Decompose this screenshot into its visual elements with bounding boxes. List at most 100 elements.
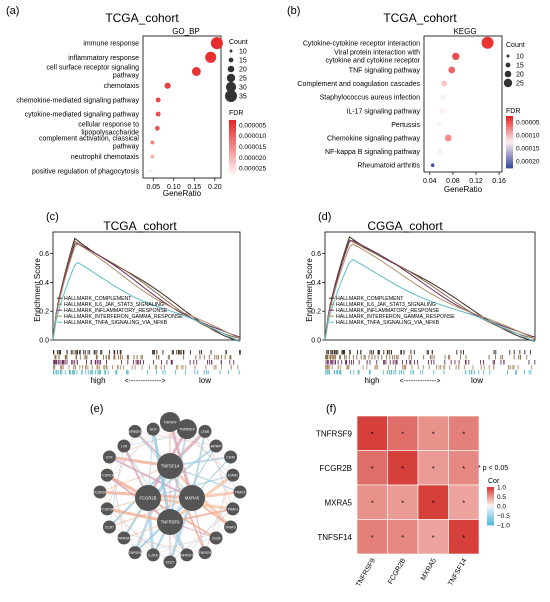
- barcode-hit: [117, 350, 118, 355]
- barcode-hit: [401, 370, 403, 375]
- barcode-hit: [113, 350, 115, 355]
- barcode-hit: [53, 365, 55, 370]
- panel-b: (b) TCGA_cohort KEGG Cytokine-cytokine r…: [287, 5, 540, 194]
- barcode-hit: [59, 350, 61, 355]
- term-label: Rheumatoid arthritis: [357, 163, 420, 170]
- cor-gradient-step: [487, 523, 494, 526]
- barcode-hit: [83, 350, 85, 355]
- count-legend-label: 15: [516, 63, 524, 70]
- network-edge: [109, 428, 187, 458]
- fdr-tick-label: 0.000005: [239, 122, 266, 129]
- barcode-hit: [195, 355, 197, 360]
- barcode-hit: [90, 360, 92, 365]
- network-node: [209, 439, 223, 453]
- fdr-tick-label: 0.000015: [239, 144, 266, 151]
- network-edge: [204, 431, 234, 509]
- barcode-hit: [127, 370, 129, 375]
- term-label: inflammatory response: [68, 55, 139, 62]
- barcode-hit: [433, 355, 435, 360]
- barcode-hit: [443, 370, 445, 375]
- es-curve: [324, 243, 536, 341]
- barcode-hit: [480, 360, 482, 365]
- significance-star: *: [401, 466, 404, 473]
- fdr-gradient-step: [229, 147, 236, 151]
- network-node-label: CD27: [166, 561, 175, 565]
- fdr-gradient-step: [229, 152, 236, 156]
- barcode-hit: [115, 370, 117, 375]
- barcode-hit: [368, 355, 370, 360]
- barcode-hit: [97, 370, 99, 375]
- fdr-gradient-step: [506, 129, 513, 132]
- barcode-hit: [338, 370, 340, 375]
- network-node-label: FCGR2A: [93, 491, 107, 495]
- barcode-hit: [417, 360, 418, 365]
- network-hub-node: [157, 509, 183, 535]
- barcode-hit: [85, 370, 87, 375]
- barcode-hit: [87, 370, 89, 375]
- barcode-hit: [56, 360, 58, 365]
- panel-c-arrow: <-------------->: [125, 378, 166, 385]
- barcode-hit: [495, 355, 497, 360]
- barcode-hit: [53, 360, 55, 365]
- panel-f-letter: (f): [326, 403, 336, 415]
- y-tick-label: 0.2: [39, 309, 49, 316]
- network-node-label: TNFSF8: [129, 551, 142, 555]
- barcode-hit: [112, 365, 114, 370]
- network-node-label: SYK: [106, 456, 114, 460]
- barcode-hit: [371, 350, 373, 355]
- barcode-hit: [376, 360, 378, 365]
- barcode-hit: [194, 365, 196, 370]
- network-node-label: TRAF2: [235, 491, 246, 495]
- barcode-hit: [326, 370, 328, 375]
- cor-gradient-step: [487, 494, 494, 497]
- barcode-hit: [121, 355, 123, 360]
- network-node: [226, 468, 240, 482]
- network-edge: [169, 508, 234, 563]
- count-legend-dot: [225, 90, 237, 102]
- network-node: [117, 439, 131, 453]
- barcode-hit: [229, 360, 231, 365]
- barcode-hit: [107, 370, 109, 375]
- barcode-hit: [189, 360, 191, 365]
- data-point: [437, 149, 443, 155]
- barcode-hit: [325, 360, 327, 365]
- panel-d-letter: (d): [318, 211, 331, 223]
- barcode-hit: [86, 360, 87, 365]
- barcode-hit: [154, 365, 156, 370]
- barcode-hit: [86, 355, 88, 360]
- barcode-hit: [516, 370, 518, 375]
- barcode-hit: [330, 355, 332, 360]
- barcode-hit: [396, 355, 398, 360]
- barcode-hit: [465, 370, 467, 375]
- barcode-hit: [519, 350, 521, 355]
- network-edge: [134, 537, 217, 553]
- fdr-tick-label: 0.000020: [239, 155, 266, 162]
- barcode-hit: [237, 365, 239, 370]
- barcode-hit: [156, 365, 158, 370]
- fdr-tick-label: 0.000010: [239, 133, 266, 140]
- term-label: Chemokine signaling pathway: [327, 136, 420, 143]
- panel-a-fdr-title: FDR: [229, 110, 243, 117]
- barcode-hit: [205, 365, 207, 370]
- barcode-hit: [391, 350, 392, 355]
- barcode-hit: [203, 355, 205, 360]
- es-curve: [324, 259, 536, 342]
- barcode-hit: [95, 360, 97, 365]
- barcode-hit: [337, 370, 339, 375]
- panel-d-high-label: high: [364, 376, 379, 385]
- fdr-gradient-step: [506, 165, 513, 169]
- network-node: [160, 412, 180, 432]
- barcode-hit: [68, 365, 70, 370]
- fdr-gradient-step: [229, 128, 236, 132]
- barcode-hit: [182, 350, 184, 355]
- barcode-hit: [64, 370, 66, 375]
- network-edge: [99, 428, 154, 493]
- barcode-hit: [348, 355, 350, 360]
- network-edge: [106, 431, 136, 509]
- es-curve: [52, 243, 241, 341]
- y-tick-label: 0.4: [311, 280, 321, 287]
- barcode-hit: [483, 360, 484, 365]
- heatmap-cell: [387, 450, 419, 486]
- barcode-hit: [177, 365, 179, 370]
